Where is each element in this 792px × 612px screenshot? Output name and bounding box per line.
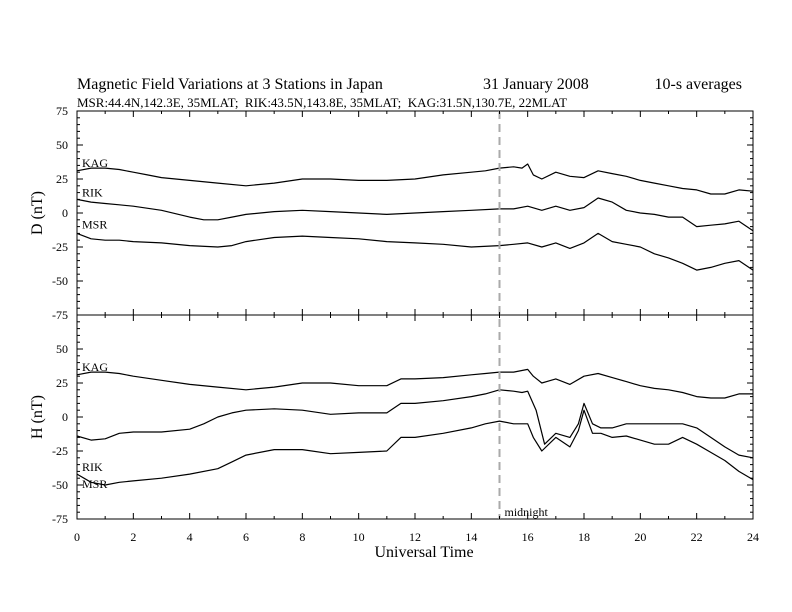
series-label-d-rik: RIK [82,185,103,199]
x-tick-label: 24 [747,530,759,544]
series-d-rik [76,197,754,232]
x-tick-label: 2 [130,530,136,544]
x-tick-label: 16 [522,530,534,544]
series-label-h-kag: KAG [82,360,108,374]
y-axis-title-d: D (nT) [29,191,46,235]
midnight-label: midnight [505,505,549,519]
x-tick-label: 20 [634,530,646,544]
x-tick-label: 6 [243,530,249,544]
x-tick-label: 10 [353,530,365,544]
y-tick-label: 0 [62,410,68,424]
series-h-kag [76,368,753,399]
panel-frame [76,314,754,520]
y-tick-label: 0 [62,206,68,220]
y-tick-label: -25 [52,240,68,254]
y-tick-label: -75 [52,512,68,526]
y-tick-label: 25 [56,172,68,186]
chart-averaging: 10-s averages [654,76,742,93]
series-d-kag [76,163,754,195]
y-tick-label: -50 [52,478,68,492]
y-tick-label: -75 [52,308,68,322]
y-tick-label: 50 [56,138,68,152]
x-tick-label: 14 [465,530,477,544]
midnight-marker: midnight [498,111,549,519]
y-tick-label: -50 [52,274,68,288]
y-tick-label: 50 [56,342,68,356]
x-tick-label: 22 [691,530,703,544]
series-h-rik [76,389,754,459]
x-tick-label: 4 [187,530,193,544]
series-d-msr [76,232,754,271]
series-label-d-msr: MSR [82,217,107,231]
x-axis: 0 2 4 6 8 10 12 14 16 18 20 22 24 [74,111,759,544]
panels-group: 75 50 25 0 -25 -50 -75 D (nT) KAG RIK MSR 50 25 0 -25 -… [29,104,754,526]
series-h-msr [76,409,754,486]
chart-title: Magnetic Field Variations at 3 Stations … [77,76,383,93]
series-label-h-rik: RIK [82,460,103,474]
x-tick-label: 0 [74,530,80,544]
x-tick-label: 12 [409,530,421,544]
x-tick-label: 18 [578,530,590,544]
series-label-h-msr: MSR [82,477,107,491]
panel-d: 75 50 25 0 -25 -50 -75 D (nT) KAG RIK MSR [29,104,754,322]
series-label-d-kag: KAG [82,156,108,170]
station-info: MSR:44.4N,142.3E, 35MLAT; RIK:43.5N,143.… [77,95,567,110]
y-tick-label: 25 [56,376,68,390]
x-axis-title: Universal Time [374,544,473,561]
x-tick-label: 8 [299,530,305,544]
chart-date: 31 January 2008 [483,76,589,93]
y-tick-label: 75 [56,104,68,118]
panel-h: 50 25 0 -25 -50 -75 H (nT) KAG RIK MSR [29,314,754,526]
y-axis-title-h: H (nT) [29,395,46,439]
y-tick-label: -25 [52,444,68,458]
